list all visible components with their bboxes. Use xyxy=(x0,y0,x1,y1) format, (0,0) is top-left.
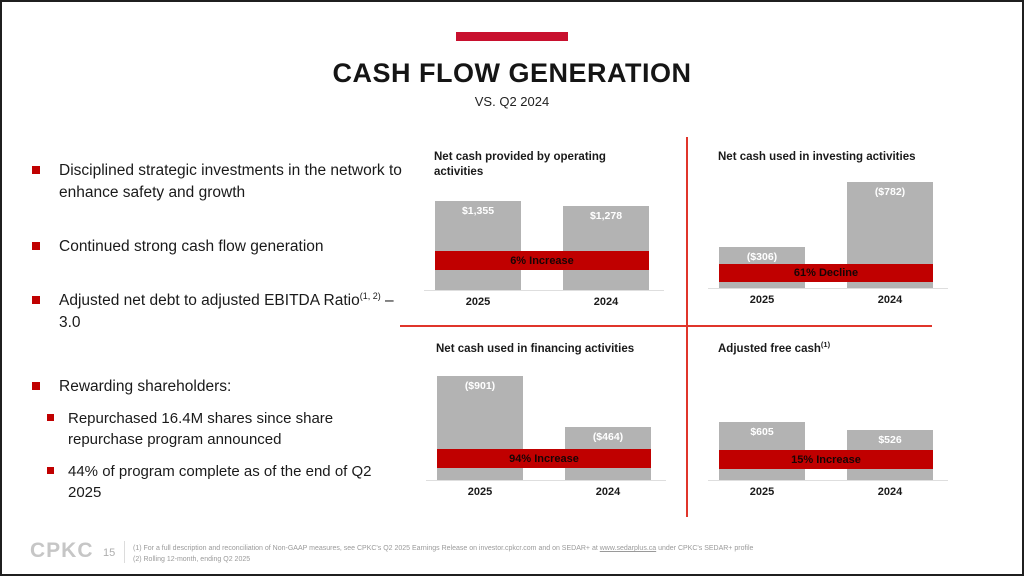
year-label-2025: 2025 xyxy=(749,486,775,498)
bullet-text: Adjusted net debt to adjusted EBITDA Rat… xyxy=(59,290,407,334)
list-item: Continued strong cash flow generation xyxy=(32,236,407,258)
bullet-text: Continued strong cash flow generation xyxy=(59,238,324,255)
footnote-reference: (1, 2) xyxy=(359,290,381,301)
bullet-text: 44% of program complete as of the end of… xyxy=(68,462,372,501)
plot-area: ($306) ($782) 61% Decline 2025 2024 xyxy=(708,180,948,306)
footnotes: (1) For a full description and reconcili… xyxy=(133,543,753,565)
x-axis-line xyxy=(426,480,666,481)
page-subtitle: VS. Q2 2024 xyxy=(474,94,550,109)
bullet-square-icon xyxy=(32,166,40,174)
quadrant-divider-horizontal xyxy=(400,325,932,327)
chart-title-text: Net cash used in investing activities xyxy=(718,151,916,163)
change-band: 94% Increase xyxy=(437,449,651,468)
bar-value-label: $1,278 xyxy=(589,210,623,222)
bullet-square-icon xyxy=(32,296,40,304)
change-band: 6% Increase xyxy=(435,251,649,270)
year-label-2025: 2025 xyxy=(749,294,775,306)
plot-area: $1,355 $1,278 6% Increase 2025 2024 xyxy=(424,198,664,308)
bar-value-label: ($306) xyxy=(746,251,778,263)
bar-value-label: $526 xyxy=(878,434,902,446)
bar-value-label: $1,355 xyxy=(461,205,495,217)
chart-title-text: Net cash provided by operating activitie… xyxy=(434,151,606,178)
chart-title-text: Net cash used in financing activities xyxy=(436,343,635,355)
bar-2024: $1,278 xyxy=(563,206,649,290)
chart-title: Net cash used in investing activities xyxy=(718,150,936,165)
footer-divider xyxy=(124,541,125,563)
x-axis-line xyxy=(708,480,948,481)
bullet-square-icon xyxy=(47,414,54,421)
bullet-text-suffix: – 3.0 xyxy=(59,292,394,331)
footnote-1: (1) For a full description and reconcili… xyxy=(133,543,753,554)
bar-value-label: ($901) xyxy=(464,380,496,392)
change-band: 15% Increase xyxy=(719,450,933,469)
x-axis-line xyxy=(424,290,664,291)
bar-value-label: ($782) xyxy=(874,186,906,198)
bullet-text: Repurchased 16.4M shares since share rep… xyxy=(68,410,334,449)
bar-2025: $1,355 xyxy=(435,201,521,290)
chart-title-text: Adjusted free cash xyxy=(718,343,821,355)
year-label-2024: 2024 xyxy=(595,486,621,498)
list-item: Rewarding shareholders: xyxy=(32,376,407,398)
chart-title: Net cash used in financing activities xyxy=(436,342,654,357)
bar-value-label: $605 xyxy=(750,426,774,438)
sub-list-item: 44% of program complete as of the end of… xyxy=(47,461,407,504)
year-label-2024: 2024 xyxy=(877,486,903,498)
list-item: Adjusted net debt to adjusted EBITDA Rat… xyxy=(32,290,407,334)
cpkc-logo: CPKC xyxy=(30,539,94,562)
change-band: 61% Decline xyxy=(719,264,933,282)
chart-title-footnote-ref: (1) xyxy=(820,340,831,350)
footnote-1-text: (1) For a full description and reconcili… xyxy=(133,545,600,552)
year-label-2025: 2025 xyxy=(467,486,493,498)
sub-list-item: Repurchased 16.4M shares since share rep… xyxy=(47,408,407,451)
footnote-1-suffix: under CPKC's SEDAR+ profile xyxy=(656,545,754,552)
bar-value-label: ($464) xyxy=(592,431,624,443)
year-label-2024: 2024 xyxy=(877,294,903,306)
list-item: Disciplined strategic investments in the… xyxy=(32,160,407,204)
year-label-2024: 2024 xyxy=(593,296,619,308)
footnote-2: (2) Rolling 12-month, ending Q2 2025 xyxy=(133,556,251,564)
quadrant-divider-vertical xyxy=(686,137,688,517)
bullet-text: Rewarding shareholders: xyxy=(59,378,232,395)
bullet-list: Disciplined strategic investments in the… xyxy=(32,160,407,513)
chart-title: Adjusted free cash(1) xyxy=(718,340,936,357)
page-title: CASH FLOW GENERATION xyxy=(332,58,692,88)
title-accent-bar xyxy=(456,32,568,41)
plot-area: $605 $526 15% Increase 2025 2024 xyxy=(708,420,948,498)
bullet-square-icon xyxy=(32,242,40,250)
bullet-square-icon xyxy=(32,382,40,390)
sedarplus-link: www.sedarplus.ca xyxy=(599,545,657,552)
bullet-square-icon xyxy=(47,466,54,474)
plot-area: ($901) ($464) 94% Increase 2025 2024 xyxy=(426,374,666,498)
chart-title: Net cash provided by operating activitie… xyxy=(434,150,629,180)
bullet-text-main: Adjusted net debt to adjusted EBITDA Rat… xyxy=(59,292,360,309)
page-number: 15 xyxy=(103,547,116,559)
bullet-text: Disciplined strategic investments in the… xyxy=(59,162,402,201)
x-axis-line xyxy=(708,288,948,289)
year-label-2025: 2025 xyxy=(465,296,491,308)
